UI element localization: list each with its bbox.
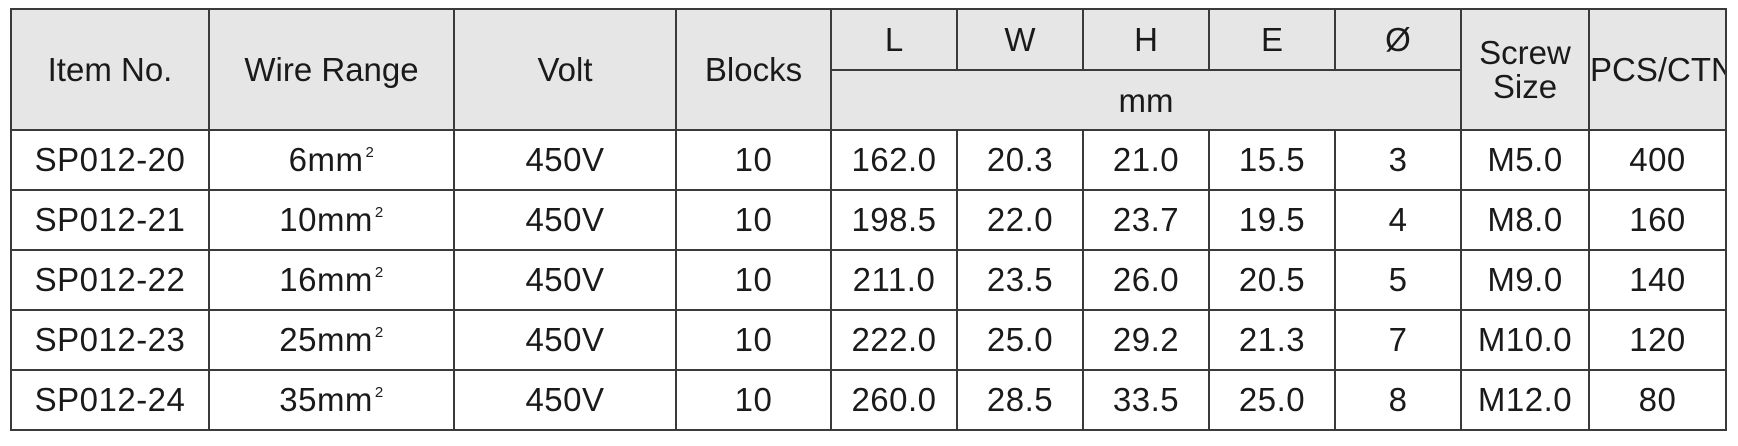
cell-item-no: SP012-23 <box>10 309 210 371</box>
cell-volt: 450V <box>453 309 677 371</box>
cell-l: 198.5 <box>830 189 958 251</box>
cell-e: 21.3 <box>1208 309 1336 371</box>
cell-w: 20.3 <box>956 129 1084 191</box>
cell-pcs-ctn: 400 <box>1588 129 1727 191</box>
cell-item-no: SP012-21 <box>10 189 210 251</box>
cell-pcs-ctn: 160 <box>1588 189 1727 251</box>
cell-wire-range: 6mm 2 <box>208 129 455 191</box>
cell-l: 260.0 <box>830 369 958 431</box>
wire-range-value: 10mm <box>279 201 373 238</box>
header-volt: Volt <box>453 8 677 131</box>
cell-h: 23.7 <box>1082 189 1210 251</box>
cell-pcs-ctn: 140 <box>1588 249 1727 311</box>
wire-range-value: 16mm <box>279 261 373 298</box>
header-screw-size-line1: Screw <box>1479 33 1571 71</box>
cell-h: 21.0 <box>1082 129 1210 191</box>
spec-table: Item No. Wire Range Volt Blocks L W H E … <box>10 8 1727 431</box>
header-l: L <box>830 8 958 71</box>
squared-superscript: 2 <box>374 384 384 401</box>
cell-item-no: SP012-20 <box>10 129 210 191</box>
cell-l: 211.0 <box>830 249 958 311</box>
header-item-no: Item No. <box>10 8 210 131</box>
squared-superscript: 2 <box>365 144 375 161</box>
header-blocks: Blocks <box>675 8 832 131</box>
cell-w: 25.0 <box>956 309 1084 371</box>
cell-item-no: SP012-24 <box>10 369 210 431</box>
cell-screw-size: M12.0 <box>1460 369 1590 431</box>
cell-diameter: 3 <box>1334 129 1462 191</box>
header-w: W <box>956 8 1084 71</box>
cell-h: 33.5 <box>1082 369 1210 431</box>
cell-l: 222.0 <box>830 309 958 371</box>
header-h: H <box>1082 8 1210 71</box>
header-screw-size: Screw Size <box>1460 8 1590 131</box>
squared-superscript: 2 <box>374 324 384 341</box>
cell-e: 15.5 <box>1208 129 1336 191</box>
cell-h: 29.2 <box>1082 309 1210 371</box>
squared-superscript: 2 <box>374 204 384 221</box>
cell-diameter: 8 <box>1334 369 1462 431</box>
wire-range-value: 25mm <box>279 321 373 358</box>
cell-w: 22.0 <box>956 189 1084 251</box>
header-unit-mm: mm <box>830 69 1462 131</box>
cell-e: 19.5 <box>1208 189 1336 251</box>
table-row: SP012-24 35mm 2 450V 10 260.0 28.5 33.5 25.0 8 M12… <box>10 369 1727 431</box>
table-row: SP012-22 16mm 2 450V 10 211.0 23.5 26.0 20.5 5 M9.… <box>10 249 1727 311</box>
cell-diameter: 5 <box>1334 249 1462 311</box>
cell-screw-size: M5.0 <box>1460 129 1590 191</box>
cell-e: 20.5 <box>1208 249 1336 311</box>
cell-screw-size: M9.0 <box>1460 249 1590 311</box>
cell-wire-range: 10mm 2 <box>208 189 455 251</box>
cell-volt: 450V <box>453 249 677 311</box>
header-diameter: Ø <box>1334 8 1462 71</box>
cell-screw-size: M8.0 <box>1460 189 1590 251</box>
cell-pcs-ctn: 120 <box>1588 309 1727 371</box>
cell-blocks: 10 <box>675 129 832 191</box>
cell-volt: 450V <box>453 369 677 431</box>
cell-pcs-ctn: 80 <box>1588 369 1727 431</box>
header-pcs-ctn: PCS/CTN <box>1588 8 1727 131</box>
cell-screw-size: M10.0 <box>1460 309 1590 371</box>
cell-diameter: 7 <box>1334 309 1462 371</box>
table-row: SP012-20 6mm 2 450V 10 162.0 20.3 21.0 15.5 3 M5.0… <box>10 129 1727 191</box>
table-row: SP012-23 25mm 2 450V 10 222.0 25.0 29.2 21.3 7 M10… <box>10 309 1727 371</box>
cell-wire-range: 25mm 2 <box>208 309 455 371</box>
table-body: SP012-20 6mm 2 450V 10 162.0 20.3 21.0 15.5 3 M5.0… <box>10 129 1727 431</box>
cell-volt: 450V <box>453 129 677 191</box>
cell-blocks: 10 <box>675 309 832 371</box>
table-header: Item No. Wire Range Volt Blocks L W H E … <box>10 8 1727 131</box>
squared-superscript: 2 <box>374 264 384 281</box>
cell-volt: 450V <box>453 189 677 251</box>
cell-blocks: 10 <box>675 249 832 311</box>
cell-wire-range: 16mm 2 <box>208 249 455 311</box>
cell-item-no: SP012-22 <box>10 249 210 311</box>
cell-blocks: 10 <box>675 369 832 431</box>
wire-range-value: 35mm <box>279 381 373 418</box>
header-screw-size-line2: Size <box>1492 67 1558 105</box>
cell-wire-range: 35mm 2 <box>208 369 455 431</box>
header-e: E <box>1208 8 1336 71</box>
cell-e: 25.0 <box>1208 369 1336 431</box>
cell-w: 23.5 <box>956 249 1084 311</box>
cell-w: 28.5 <box>956 369 1084 431</box>
header-wire-range: Wire Range <box>208 8 455 131</box>
wire-range-value: 6mm <box>288 141 364 178</box>
cell-blocks: 10 <box>675 189 832 251</box>
cell-l: 162.0 <box>830 129 958 191</box>
cell-h: 26.0 <box>1082 249 1210 311</box>
table-row: SP012-21 10mm 2 450V 10 198.5 22.0 23.7 19.5 4 M8.… <box>10 189 1727 251</box>
cell-diameter: 4 <box>1334 189 1462 251</box>
